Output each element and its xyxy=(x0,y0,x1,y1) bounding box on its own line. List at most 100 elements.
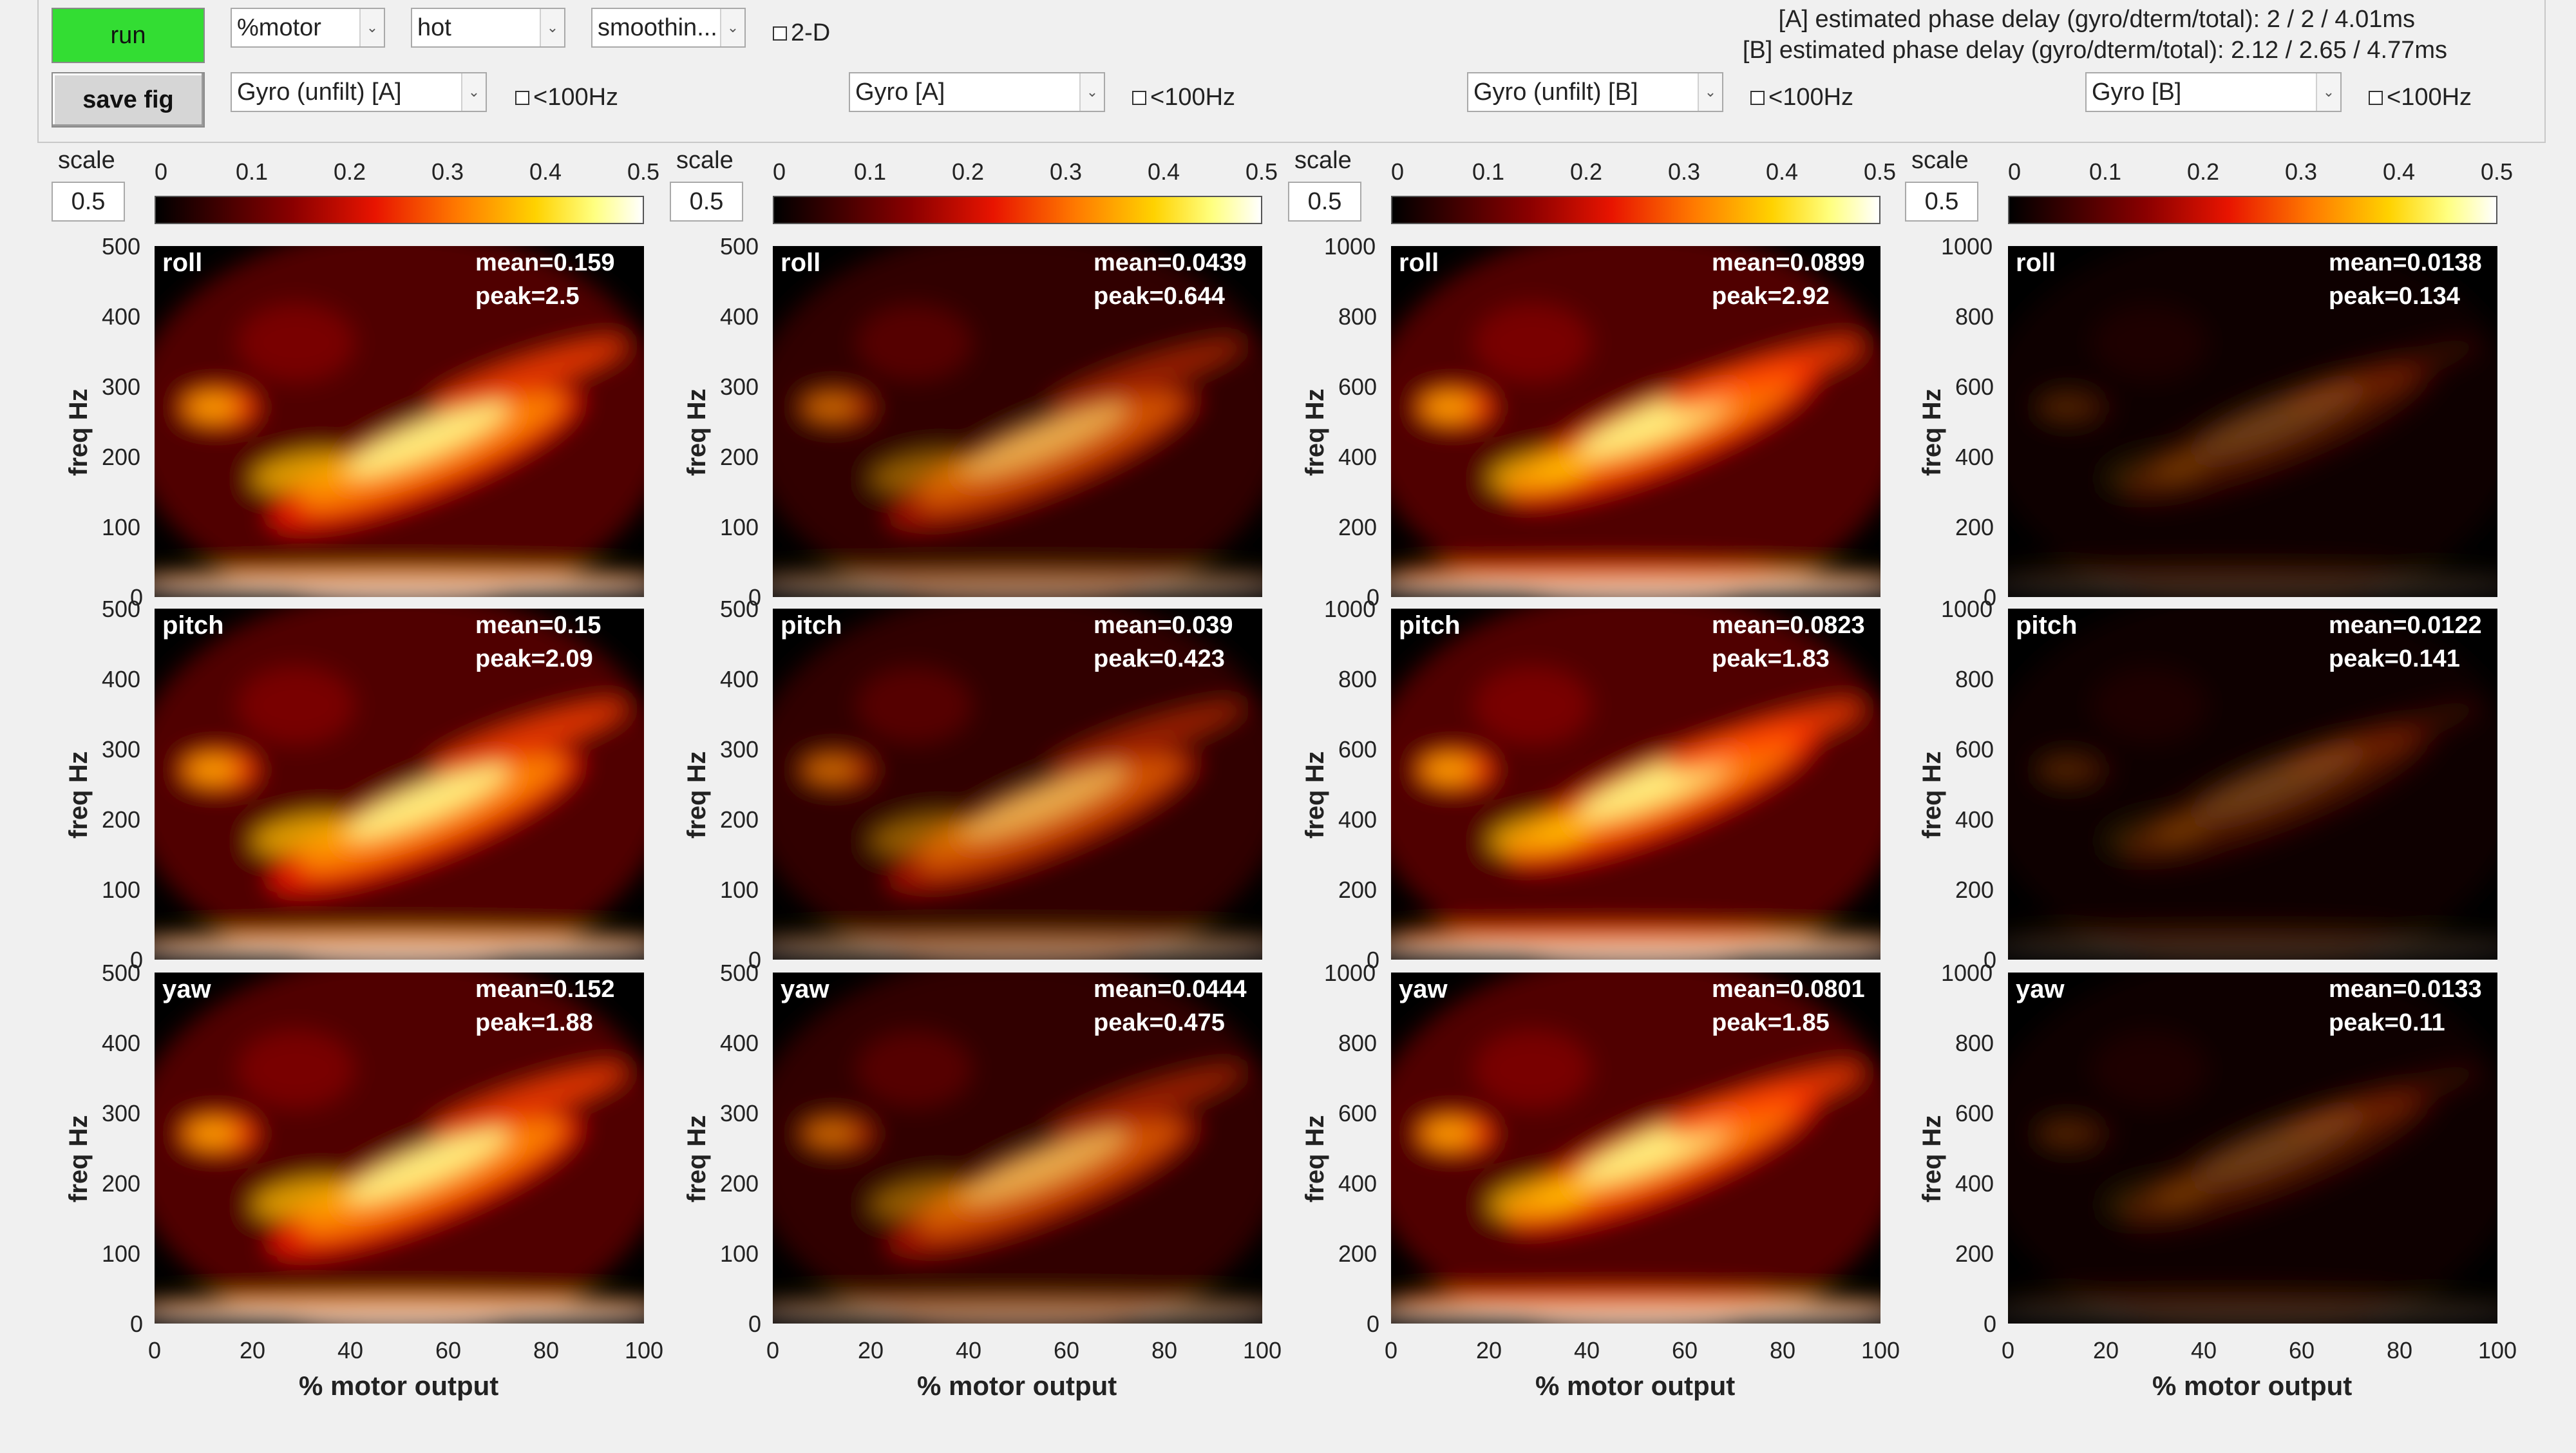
scale-input[interactable]: 0.5 xyxy=(1288,182,1361,222)
y-tick-label: 300 xyxy=(720,1100,759,1126)
axis-name-label: yaw xyxy=(1399,975,1448,1003)
y-tick-label: 100 xyxy=(102,514,141,540)
spectrogram-pitch: pitch mean=0.0823 peak=1.83 xyxy=(1391,609,1880,960)
y-tick-label: 400 xyxy=(1955,806,1994,833)
source-select-3[interactable]: Gyro [B] ⌄ xyxy=(2085,72,2342,112)
twod-checkbox[interactable]: 2-D xyxy=(773,19,830,47)
x-tick-label: 20 xyxy=(240,1337,266,1363)
colorbar-tick: 0.4 xyxy=(529,158,562,185)
scale-input[interactable]: 0.5 xyxy=(670,182,743,222)
lt100hz-label: <100Hz xyxy=(533,84,619,111)
colorbar xyxy=(155,196,644,224)
y-tick-label: 0 xyxy=(1984,1311,1997,1337)
run-button[interactable]: run xyxy=(52,8,205,63)
y-tick-label: 1000 xyxy=(1324,233,1376,260)
lt100hz-label: <100Hz xyxy=(2387,84,2472,111)
y-tick-label: 200 xyxy=(720,806,759,833)
lt100hz-checkbox-1[interactable]: <100Hz xyxy=(1132,84,1235,111)
stats-label: mean=0.0444 peak=0.475 xyxy=(1094,973,1247,1040)
lt100hz-checkbox-2[interactable]: <100Hz xyxy=(1750,84,1853,111)
y-tick-label: 100 xyxy=(102,1240,141,1267)
axis-name-label: yaw xyxy=(781,975,829,1003)
y-axis-label: freq Hz xyxy=(1301,1114,1329,1202)
y-tick-label: 500 xyxy=(102,233,141,260)
x-tick-label: 100 xyxy=(1243,1337,1282,1363)
checkbox-icon xyxy=(1132,90,1146,105)
spectrogram-roll: roll mean=0.0138 peak=0.134 xyxy=(2008,246,2497,597)
colorbar-tick: 0.4 xyxy=(2383,158,2416,185)
y-axis-label: freq Hz xyxy=(1301,750,1329,839)
colorbar-tick: 0.3 xyxy=(431,158,464,185)
heatmap-image xyxy=(2008,246,2497,597)
lt100hz-checkbox-0[interactable]: <100Hz xyxy=(515,84,618,111)
x-tick-label: 0 xyxy=(148,1337,162,1363)
colorbar xyxy=(1391,196,1880,224)
stats-label: mean=0.152 peak=1.88 xyxy=(475,973,615,1040)
y-tick-label: 200 xyxy=(1338,877,1378,903)
source-select-0[interactable]: Gyro (unfilt) [A] ⌄ xyxy=(231,72,487,112)
stats-label: mean=0.0823 peak=1.83 xyxy=(1712,609,1865,676)
heatmap-image xyxy=(773,246,1262,597)
chevron-down-icon: ⌄ xyxy=(1079,73,1104,111)
colorbar-tick: 0 xyxy=(773,158,786,185)
colorbar-tick: 0.3 xyxy=(1668,158,1701,185)
source-select-1[interactable]: Gyro [A] ⌄ xyxy=(849,72,1105,112)
heatmap-image xyxy=(2008,973,2497,1324)
y-tick-label: 0 xyxy=(130,1311,144,1337)
y-tick-label: 0 xyxy=(1984,584,1997,611)
checkbox-icon xyxy=(773,26,787,41)
y-tick-label: 1000 xyxy=(1941,596,1993,622)
mean-value: mean=0.0444 xyxy=(1094,976,1247,1003)
peak-value: peak=0.134 xyxy=(2329,283,2460,310)
scale-label: scale xyxy=(676,147,734,174)
y-tick-label: 0 xyxy=(748,947,762,973)
xaxis-select[interactable]: %motor ⌄ xyxy=(231,8,385,48)
y-tick-label: 400 xyxy=(1338,1170,1378,1197)
axis-name-label: pitch xyxy=(162,611,224,640)
stats-label: mean=0.0122 peak=0.141 xyxy=(2329,609,2482,676)
source-select-value: Gyro [A] xyxy=(855,79,945,106)
peak-value: peak=2.92 xyxy=(1712,283,1830,310)
spectrogram-pitch: pitch mean=0.15 peak=2.09 xyxy=(155,609,644,960)
y-tick-label: 400 xyxy=(1955,444,1994,470)
y-tick-label: 200 xyxy=(1955,877,1994,903)
y-tick-label: 1000 xyxy=(1324,960,1376,986)
y-tick-label: 100 xyxy=(720,1240,759,1267)
heatmap-image xyxy=(155,609,644,960)
axis-name-label: roll xyxy=(162,249,203,277)
colorbar-tick: 0.2 xyxy=(952,158,985,185)
scale-input[interactable]: 0.5 xyxy=(52,182,125,222)
y-axis-label: freq Hz xyxy=(1918,1114,1946,1202)
source-select-value: Gyro (unfilt) [A] xyxy=(237,79,402,106)
y-tick-label: 600 xyxy=(1338,736,1378,763)
lt100hz-checkbox-3[interactable]: <100Hz xyxy=(2369,84,2472,111)
phase-delay-a: [A] estimated phase delay (gyro/dterm/to… xyxy=(1778,6,2415,33)
chevron-down-icon: ⌄ xyxy=(540,9,564,46)
colorbar-tick: 0.1 xyxy=(236,158,269,185)
heatmap-image xyxy=(1391,973,1880,1324)
colormap-select[interactable]: hot ⌄ xyxy=(411,8,565,48)
x-tick-label: 40 xyxy=(956,1337,982,1363)
y-tick-label: 0 xyxy=(1367,584,1380,611)
checkbox-icon xyxy=(2369,90,2383,105)
y-tick-label: 400 xyxy=(1338,806,1378,833)
source-select-2[interactable]: Gyro (unfilt) [B] ⌄ xyxy=(1467,72,1723,112)
axis-name-label: pitch xyxy=(781,611,842,640)
y-axis-label: freq Hz xyxy=(683,1114,711,1202)
spectrogram-yaw: yaw mean=0.0444 peak=0.475 xyxy=(773,973,1262,1324)
scale-input[interactable]: 0.5 xyxy=(1905,182,1978,222)
peak-value: peak=1.85 xyxy=(1712,1009,1830,1036)
stats-label: mean=0.0138 peak=0.134 xyxy=(2329,246,2482,313)
x-tick-label: 20 xyxy=(2093,1337,2119,1363)
y-tick-label: 0 xyxy=(1367,947,1380,973)
colorbar-tick: 0 xyxy=(1391,158,1405,185)
smoothing-select[interactable]: smoothin... ⌄ xyxy=(591,8,746,48)
colorbar-tick: 0.1 xyxy=(1472,158,1505,185)
colorbar-tick: 0 xyxy=(2008,158,2022,185)
colorbar-tick: 0 xyxy=(155,158,168,185)
x-tick-label: 100 xyxy=(2478,1337,2517,1363)
y-tick-label: 200 xyxy=(1338,514,1378,540)
save-fig-button[interactable]: save fig xyxy=(52,72,205,128)
axis-name-label: pitch xyxy=(1399,611,1461,640)
axis-name-label: roll xyxy=(1399,249,1439,277)
